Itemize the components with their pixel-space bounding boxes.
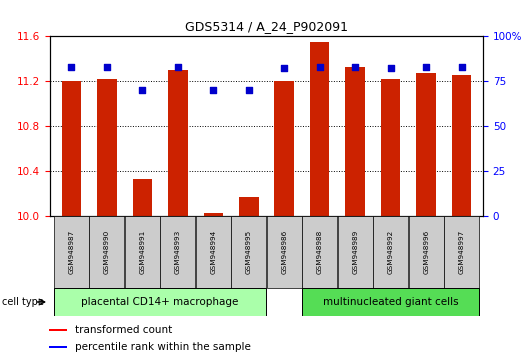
Point (280, 65, 288, 71)
Bar (310, 42, 329, 216)
Bar (231, 216, 266, 288)
Text: cell type: cell type (3, 297, 44, 307)
Text: percentile rank within the sample: percentile rank within the sample (75, 342, 252, 352)
Text: placental CD14+ macrophage: placental CD14+ macrophage (82, 297, 238, 307)
Point (386, 65, 395, 71)
Bar (62, 81, 81, 216)
Point (315, 64, 324, 69)
Text: GSM948987: GSM948987 (69, 230, 74, 274)
Point (67, 64, 75, 69)
Bar (409, 216, 444, 288)
Point (422, 64, 430, 69)
Bar (49, 329, 66, 331)
Bar (275, 81, 294, 216)
Text: GSM948997: GSM948997 (459, 230, 465, 274)
Bar (267, 216, 302, 288)
Point (103, 64, 111, 69)
Bar (445, 216, 479, 288)
Bar (196, 216, 231, 288)
Bar (54, 288, 266, 316)
Bar (168, 70, 188, 216)
Text: transformed count: transformed count (75, 325, 173, 335)
Bar (54, 216, 89, 288)
Point (458, 64, 466, 69)
Text: GSM948989: GSM948989 (352, 230, 358, 274)
Bar (203, 213, 223, 216)
Text: GSM948988: GSM948988 (317, 230, 323, 274)
Text: GSM948993: GSM948993 (175, 230, 181, 274)
Point (209, 87, 218, 93)
Point (138, 87, 146, 93)
Text: GSM948990: GSM948990 (104, 230, 110, 274)
Bar (302, 288, 479, 316)
Text: multinucleated giant cells: multinucleated giant cells (323, 297, 459, 307)
Bar (373, 216, 408, 288)
Bar (302, 216, 337, 288)
Text: GSM948995: GSM948995 (246, 230, 252, 274)
Bar (161, 216, 195, 288)
Text: GSM948991: GSM948991 (139, 230, 145, 274)
Bar (416, 73, 436, 216)
Text: GSM948986: GSM948986 (281, 230, 287, 274)
Bar (97, 79, 117, 216)
Bar (338, 216, 372, 288)
Bar (381, 79, 401, 216)
Bar (132, 179, 152, 216)
Point (351, 64, 359, 69)
Bar (49, 346, 66, 348)
Text: GSM948992: GSM948992 (388, 230, 394, 274)
Bar (452, 75, 471, 216)
Bar (239, 197, 258, 216)
Bar (89, 216, 124, 288)
Point (174, 64, 182, 69)
Bar (125, 216, 160, 288)
Title: GDS5314 / A_24_P902091: GDS5314 / A_24_P902091 (185, 21, 348, 33)
Text: GSM948994: GSM948994 (210, 230, 217, 274)
Point (245, 87, 253, 93)
Text: GSM948996: GSM948996 (423, 230, 429, 274)
Bar (346, 68, 365, 216)
